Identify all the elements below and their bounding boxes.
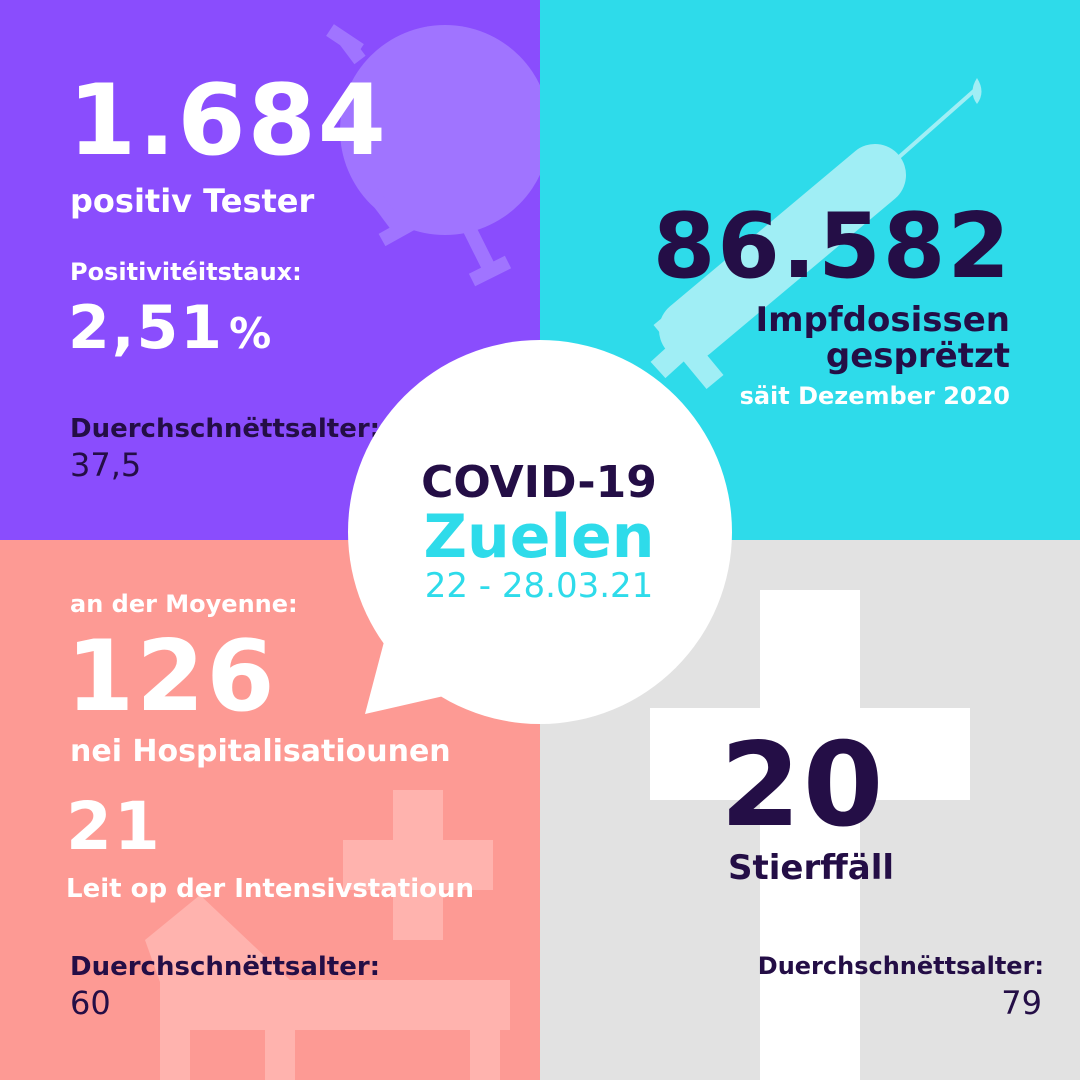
- positivity-rate-unit: %: [229, 309, 272, 358]
- deaths-age-value: 79: [1001, 984, 1042, 1022]
- deaths-panel: 20 Stierffäll Duerchschnëttsalter: 79: [540, 540, 1080, 1080]
- vaccine-since-label: säit Dezember 2020: [739, 382, 1010, 410]
- positive-tests-number: 1.684: [68, 64, 388, 178]
- center-dates: 22 - 28.03.21: [424, 566, 654, 607]
- center-title: COVID-19: [421, 457, 657, 508]
- hospital-average-label: an der Moyenne:: [70, 590, 298, 618]
- vaccine-doses-number: 86.582: [652, 194, 1012, 299]
- deaths-label: Stierffäll: [728, 848, 895, 888]
- deaths-number: 20: [720, 718, 886, 853]
- cases-age-label: Duerchschnëttsalter:: [70, 414, 381, 444]
- cases-age-value: 37,5: [70, 446, 142, 484]
- hospital-age-value: 60: [70, 984, 111, 1022]
- vaccine-doses-label-line1: Impfdosissen: [755, 300, 1010, 340]
- vaccine-doses-label-line2: gesprëtzt: [825, 336, 1010, 376]
- hospitalisations-panel: an der Moyenne: 126 nei Hospitalisatioun…: [0, 540, 540, 1080]
- positive-tests-panel: 1.684 positiv Tester Positivitéitstaux: …: [0, 0, 540, 540]
- deaths-age-label: Duerchschnëttsalter:: [757, 952, 1044, 980]
- positive-tests-label: positiv Tester: [70, 182, 315, 220]
- hospitalisations-label: nei Hospitalisatiounen: [70, 734, 451, 769]
- positivity-rate-label: Positivitéitstaux:: [70, 258, 302, 286]
- virus-icon: [326, 24, 540, 287]
- hospital-age-label: Duerchschnëttsalter:: [70, 952, 381, 982]
- hospital-bed-cross-icon: [145, 790, 510, 1080]
- hospitalisations-number: 126: [66, 620, 277, 734]
- icu-label: Leit op der Intensivstatioun: [66, 874, 475, 904]
- center-subtitle: Zuelen: [423, 502, 655, 573]
- icu-number: 21: [66, 788, 162, 865]
- cross-icon: [650, 590, 970, 1080]
- positivity-rate-value: 2,51: [68, 293, 225, 363]
- center-title-block: COVID-19 Zuelen 22 - 28.03.21: [349, 457, 729, 607]
- positivity-rate: 2,51 %: [68, 298, 271, 358]
